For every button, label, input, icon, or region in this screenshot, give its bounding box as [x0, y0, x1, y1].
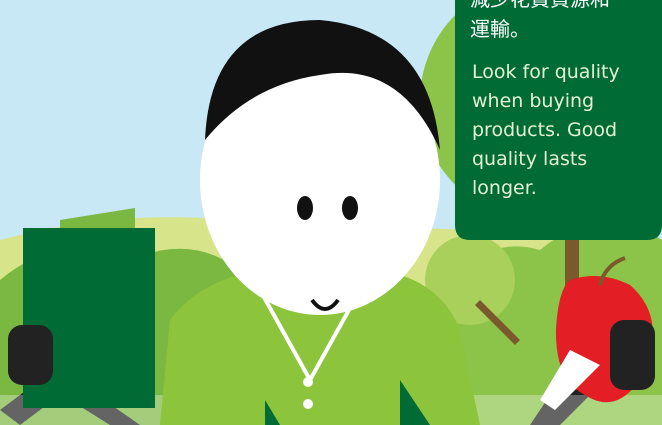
english-line: longer.: [472, 177, 537, 199]
chinese-line: 運輸。: [470, 17, 530, 41]
hand: [610, 320, 655, 390]
english-line: quality lasts: [472, 148, 587, 170]
chinese-line: 減少花費資源和: [470, 0, 610, 11]
english-line: Look for quality: [472, 61, 620, 83]
eye: [297, 196, 313, 220]
english-line: products. Good: [472, 119, 617, 141]
button: [303, 377, 313, 387]
hand: [8, 325, 53, 385]
eye: [342, 196, 358, 220]
button: [303, 399, 313, 409]
english-line: when buying: [472, 90, 594, 112]
page: 減少花費資源和 運輸。 Look for quality when buying p…: [0, 0, 662, 425]
illustration: 減少花費資源和 運輸。 Look for quality when buying p…: [0, 0, 662, 425]
